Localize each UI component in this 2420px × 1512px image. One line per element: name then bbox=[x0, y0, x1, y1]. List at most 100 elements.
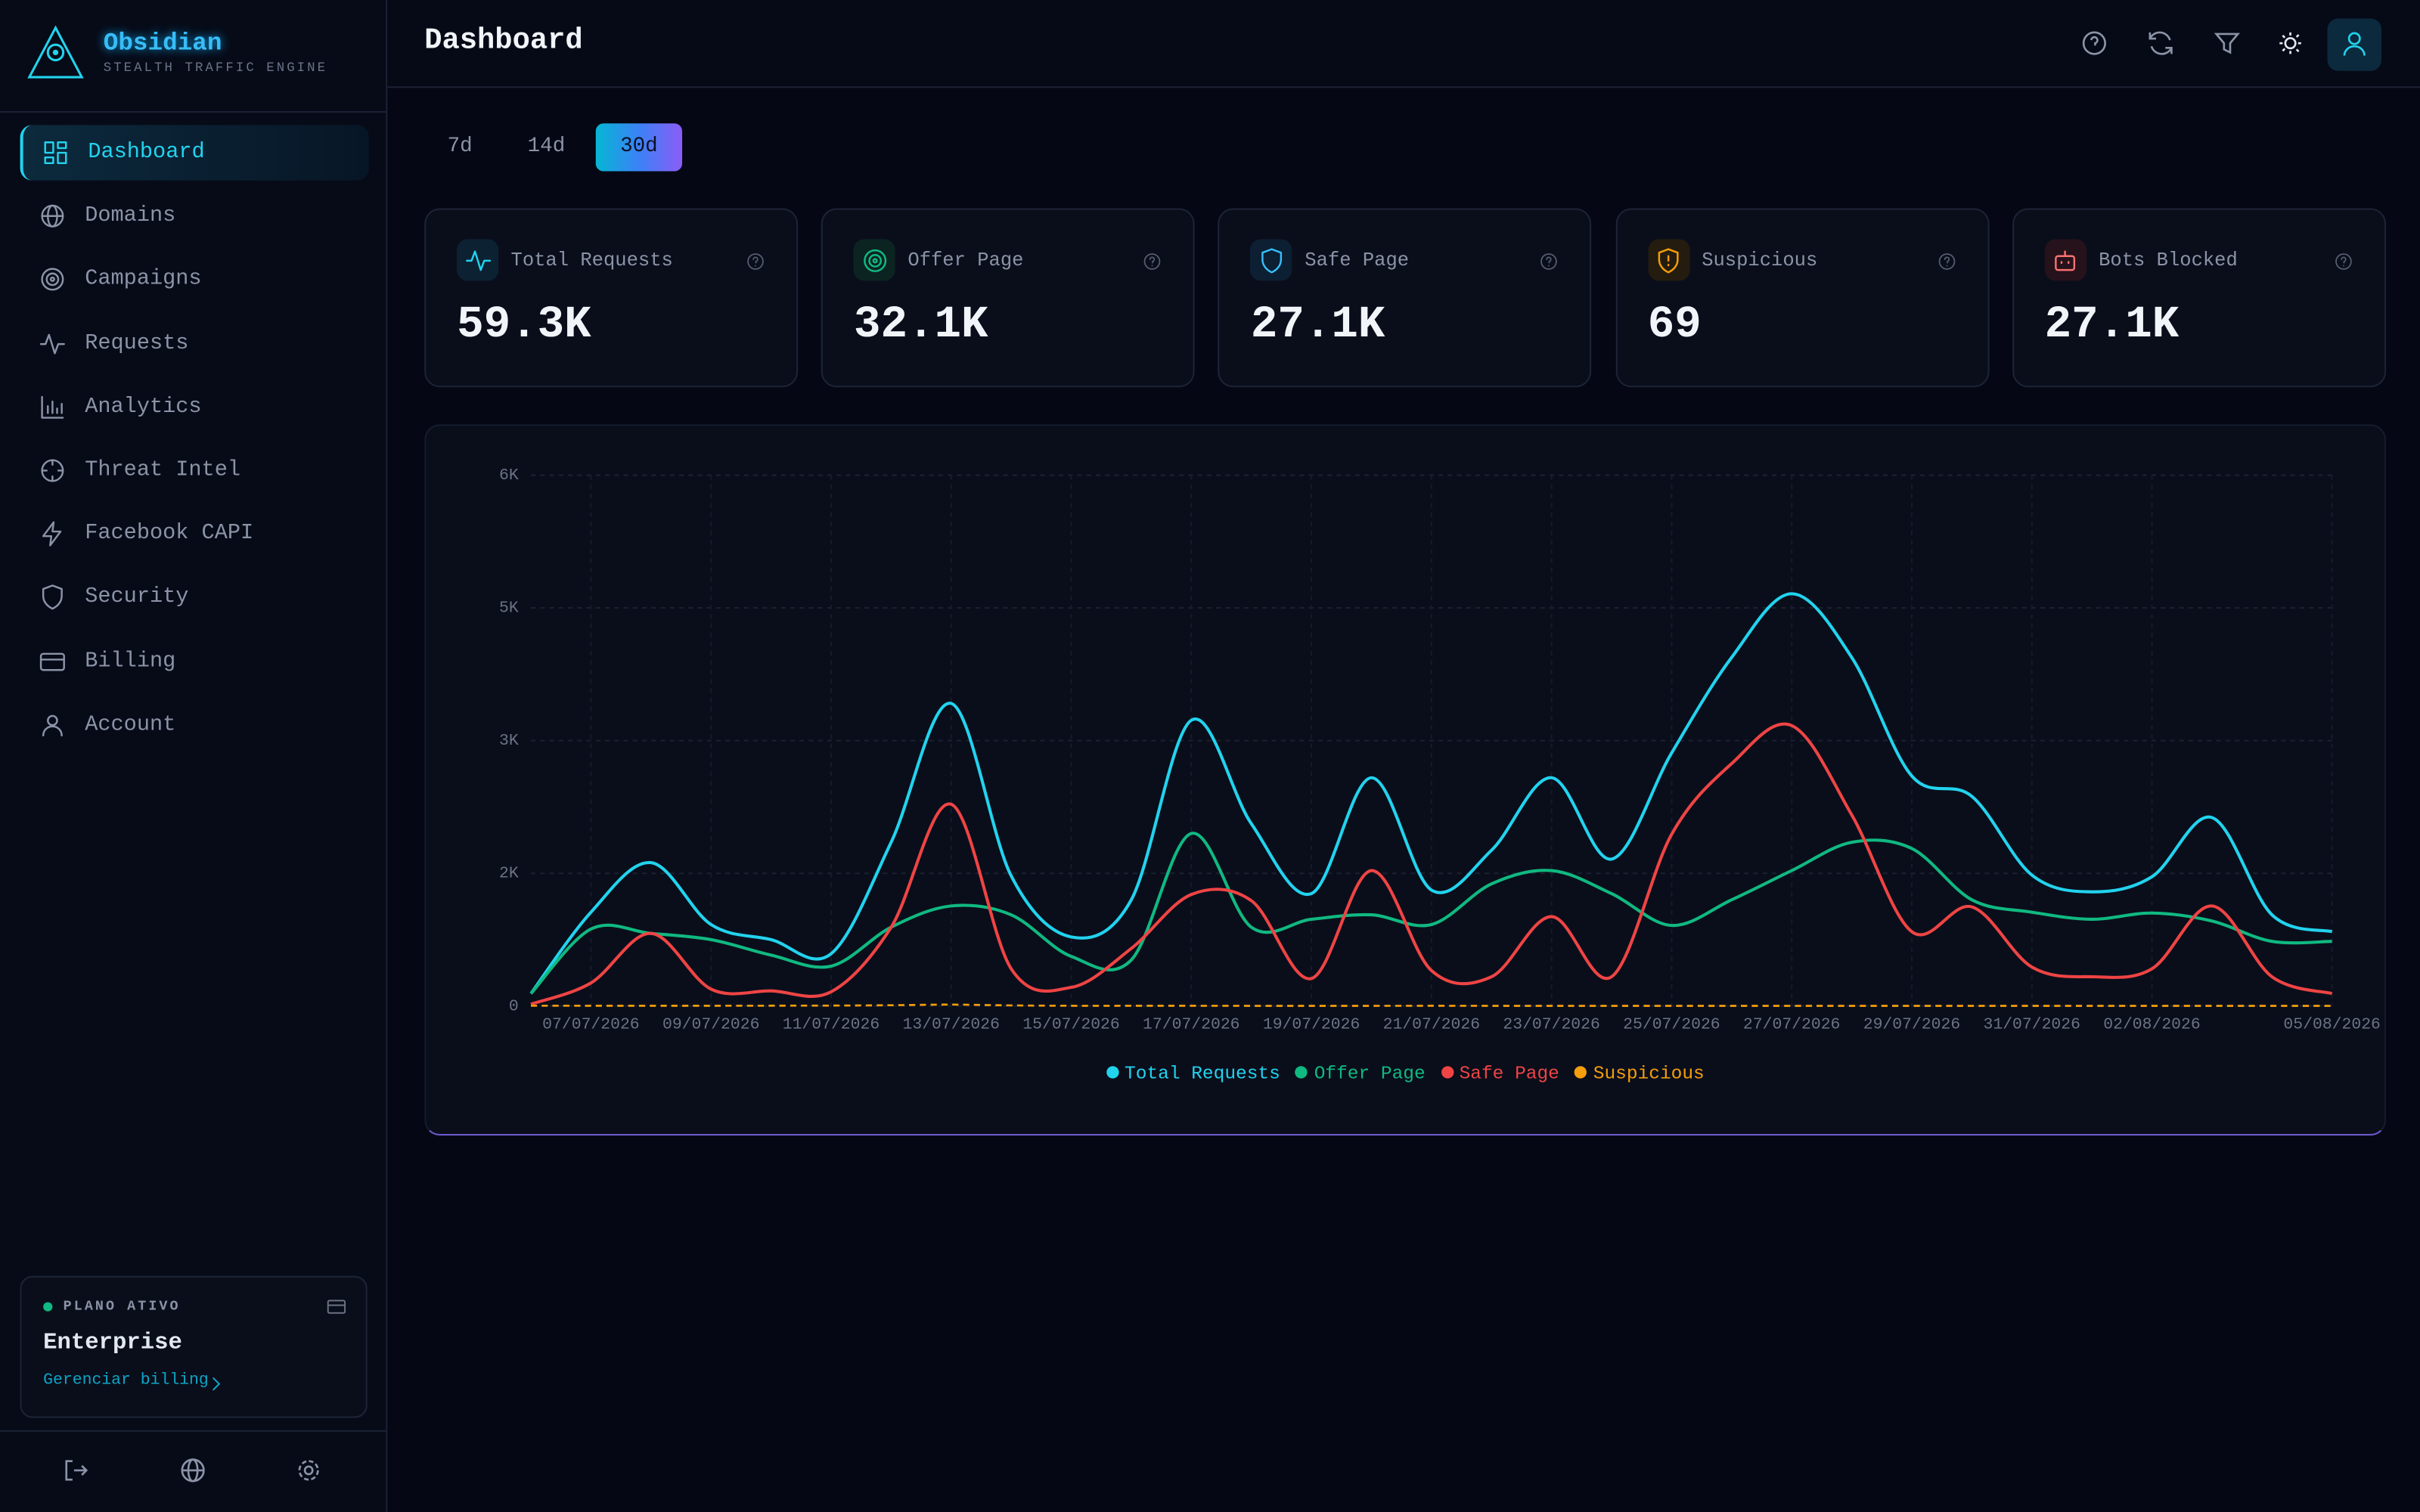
series-line bbox=[529, 592, 2333, 995]
stat-value: 32.1K bbox=[853, 299, 988, 351]
stat-value: 27.1K bbox=[2044, 299, 2180, 351]
plan-label: PLANO ATIVO bbox=[63, 1299, 181, 1315]
brand-tagline: STEALTH TRAFFIC ENGINE bbox=[103, 60, 328, 76]
icon bbox=[1938, 253, 1955, 270]
legend-item[interactable]: Offer Page bbox=[1295, 1063, 1426, 1085]
series-line bbox=[529, 832, 2332, 995]
range-button[interactable]: 30d bbox=[595, 123, 683, 172]
billing-link[interactable]: Gerenciar billing bbox=[43, 1371, 209, 1390]
help-icon[interactable] bbox=[1539, 252, 1559, 280]
icon bbox=[2335, 253, 2352, 270]
icon bbox=[465, 249, 491, 271]
legend-swatch bbox=[1295, 1066, 1308, 1079]
x-tick-label: 15/07/2026 bbox=[1022, 1016, 1119, 1034]
stat-label: Suspicious bbox=[1702, 249, 1818, 272]
x-tick-label: 21/07/2026 bbox=[1383, 1016, 1480, 1034]
help-icon[interactable] bbox=[1143, 252, 1163, 280]
y-tick-label: 5K bbox=[499, 600, 519, 618]
x-tick-label: 11/07/2026 bbox=[783, 1016, 880, 1034]
stat-icon bbox=[853, 239, 896, 281]
stat-icon bbox=[457, 239, 499, 281]
nav-item[interactable]: Account bbox=[20, 697, 366, 752]
icon bbox=[863, 248, 886, 271]
range-button[interactable]: 14d bbox=[527, 135, 566, 160]
x-tick-label: 25/07/2026 bbox=[1623, 1016, 1720, 1034]
legend-swatch bbox=[1575, 1066, 1587, 1079]
icon bbox=[41, 205, 64, 228]
range-button[interactable]: 7d bbox=[447, 135, 473, 160]
nav-item[interactable]: Security bbox=[20, 570, 366, 625]
help-icon[interactable] bbox=[1936, 252, 1956, 280]
x-tick-label: 09/07/2026 bbox=[662, 1016, 759, 1034]
icon bbox=[39, 652, 65, 671]
plan-name: Enterprise bbox=[43, 1330, 182, 1356]
legend: Total Requests Offer Page Safe Page Suspici… bbox=[426, 1063, 2384, 1085]
nav-label: Dashboard bbox=[88, 140, 205, 166]
legend-item[interactable]: Safe Page bbox=[1441, 1063, 1559, 1085]
stat-card: Total Requests 59.3K bbox=[424, 208, 799, 388]
footer-icons[interactable] bbox=[62, 1457, 340, 1485]
nav-item[interactable]: Domains bbox=[20, 188, 366, 243]
sidebar: Obsidian STEALTH TRAFFIC ENGINE Dashboar… bbox=[0, 0, 388, 1512]
legend-item[interactable]: Suspicious bbox=[1575, 1063, 1705, 1085]
chart-card: 0 2K 3K 5K 6K 07/07/2026 09/07/2026 11/07/2026 1… bbox=[424, 424, 2387, 1136]
icon bbox=[1144, 253, 1161, 270]
card-icon bbox=[327, 1300, 346, 1314]
legend-label: Total Requests bbox=[1125, 1063, 1280, 1085]
nav-item[interactable]: Requests bbox=[20, 316, 366, 371]
series-line bbox=[531, 1003, 2332, 1007]
nav-label: Security bbox=[85, 585, 189, 610]
nav-item[interactable]: Threat Intel bbox=[20, 443, 366, 498]
icon bbox=[41, 395, 64, 419]
x-tick-label: 23/07/2026 bbox=[1503, 1016, 1599, 1034]
legend-label: Safe Page bbox=[1459, 1063, 1559, 1085]
x-tick-label: 13/07/2026 bbox=[903, 1016, 1000, 1034]
nav-item[interactable]: Facebook CAPI bbox=[20, 507, 366, 562]
stat-icon bbox=[1647, 239, 1689, 281]
y-tick-label: 0 bbox=[509, 997, 519, 1015]
y-tick-label: 2K bbox=[499, 865, 519, 883]
y-tick-label: 3K bbox=[499, 732, 519, 750]
toolbar[interactable] bbox=[2068, 18, 2393, 71]
stat-label: Total Requests bbox=[510, 249, 673, 272]
x-tick-label: 29/07/2026 bbox=[1863, 1016, 1960, 1034]
stat-label: Safe Page bbox=[1305, 249, 1410, 272]
stat-value: 59.3K bbox=[457, 299, 591, 351]
nav-label: Domains bbox=[85, 203, 176, 229]
stat-value: 69 bbox=[1647, 299, 1702, 351]
nav-label: Facebook CAPI bbox=[85, 522, 254, 547]
legend-swatch bbox=[1106, 1066, 1118, 1079]
legend-label: Suspicious bbox=[1593, 1063, 1705, 1085]
nav-label: Campaigns bbox=[85, 267, 202, 293]
icon bbox=[42, 521, 62, 547]
logo bbox=[27, 25, 84, 79]
plan-card: PLANO ATIVO Enterprise Gerenciar billing bbox=[20, 1275, 368, 1418]
nav-label: Analytics bbox=[85, 395, 202, 420]
nav-item[interactable]: Dashboard bbox=[20, 125, 369, 181]
nav-item[interactable]: Billing bbox=[20, 634, 366, 689]
chart: 0 2K 3K 5K 6K 07/07/2026 09/07/2026 11/07/2026 1… bbox=[499, 466, 2381, 1034]
icon bbox=[41, 268, 64, 292]
x-tick-label: 07/07/2026 bbox=[542, 1016, 639, 1034]
stat-value: 27.1K bbox=[1250, 299, 1385, 351]
x-tick-label: 02/08/2026 bbox=[2103, 1016, 2200, 1034]
topbar bbox=[387, 0, 2420, 88]
x-tick-label: 27/07/2026 bbox=[1743, 1016, 1840, 1034]
stat-card: Offer Page 32.1K bbox=[821, 208, 1195, 388]
chevron bbox=[212, 1377, 221, 1391]
help-icon[interactable] bbox=[2333, 252, 2353, 280]
divider bbox=[0, 110, 386, 113]
brand-name: Obsidian bbox=[103, 29, 222, 57]
nav-item[interactable]: Campaigns bbox=[20, 252, 366, 307]
icon bbox=[747, 253, 764, 270]
stat-card: Bots Blocked 27.1K bbox=[2012, 208, 2386, 388]
stat-label: Offer Page bbox=[908, 249, 1024, 272]
stat-icon bbox=[1250, 239, 1292, 281]
help-icon[interactable] bbox=[746, 252, 766, 280]
icon bbox=[1540, 253, 1558, 270]
icon bbox=[42, 714, 63, 736]
stat-card: Safe Page 27.1K bbox=[1218, 208, 1592, 388]
nav-item[interactable]: Analytics bbox=[20, 380, 366, 435]
legend-item[interactable]: Total Requests bbox=[1106, 1063, 1280, 1085]
x-tick-label: 19/07/2026 bbox=[1263, 1016, 1360, 1034]
